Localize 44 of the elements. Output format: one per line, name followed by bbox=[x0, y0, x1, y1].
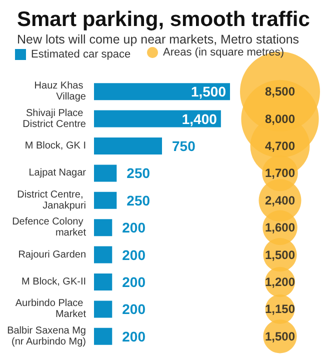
y-tick-label: M Block, GK-II bbox=[22, 276, 86, 288]
data-label: 1,500 bbox=[190, 84, 226, 100]
data-label: 1,150 bbox=[264, 302, 296, 316]
y-tick-label: District Centre, Janakpuri bbox=[17, 189, 86, 212]
data-label: 4,700 bbox=[264, 139, 296, 153]
chart-title: Smart parking, smooth traffic bbox=[17, 8, 310, 31]
bar bbox=[94, 83, 230, 100]
bar bbox=[94, 110, 221, 128]
data-label: 1,500 bbox=[264, 329, 296, 344]
legend-label: Estimated car space bbox=[31, 48, 131, 60]
bar bbox=[94, 164, 117, 182]
data-label: 8,000 bbox=[264, 112, 296, 126]
data-label: 1,700 bbox=[264, 166, 296, 180]
y-tick-label: M Block, GK I bbox=[24, 140, 86, 152]
data-label: 8,500 bbox=[264, 84, 296, 99]
data-label: 200 bbox=[122, 328, 146, 344]
data-label: 250 bbox=[126, 165, 150, 182]
y-tick-label: Rajouri Garden bbox=[18, 249, 86, 260]
data-label: 2,400 bbox=[264, 193, 296, 208]
data-label: 1,400 bbox=[182, 110, 218, 127]
y-tick-label: Aurbindo Place Market bbox=[15, 298, 86, 320]
y-tick-label: Shivaji Place District Centre bbox=[22, 108, 86, 130]
bar bbox=[94, 300, 112, 318]
data-label: 1,500 bbox=[264, 248, 296, 262]
bar bbox=[94, 328, 112, 345]
y-tick-label: Balbir Saxena Mg (nr Aurbindo Mg) bbox=[7, 325, 86, 348]
bar bbox=[94, 192, 117, 209]
data-label: 200 bbox=[122, 274, 146, 290]
data-label: 750 bbox=[172, 138, 196, 154]
bar bbox=[94, 219, 112, 236]
data-label: 200 bbox=[122, 220, 146, 236]
data-label: 250 bbox=[126, 192, 150, 208]
bar bbox=[94, 138, 162, 154]
data-label: 200 bbox=[122, 301, 146, 318]
data-label: 1,600 bbox=[264, 220, 296, 235]
bar bbox=[94, 246, 112, 264]
y-tick-label: Lajpat Nagar bbox=[28, 168, 87, 179]
data-label: 1,200 bbox=[264, 275, 296, 289]
legend-label: Areas (in square metres) bbox=[163, 46, 284, 58]
chart-subtitle: New lots will come up near markets, Metro stations bbox=[17, 32, 300, 46]
y-tick-label: Hauz Khas Village bbox=[34, 80, 86, 103]
data-label: 200 bbox=[122, 246, 146, 263]
bar bbox=[94, 274, 112, 290]
y-tick-label: Defence Colony market bbox=[12, 216, 86, 239]
